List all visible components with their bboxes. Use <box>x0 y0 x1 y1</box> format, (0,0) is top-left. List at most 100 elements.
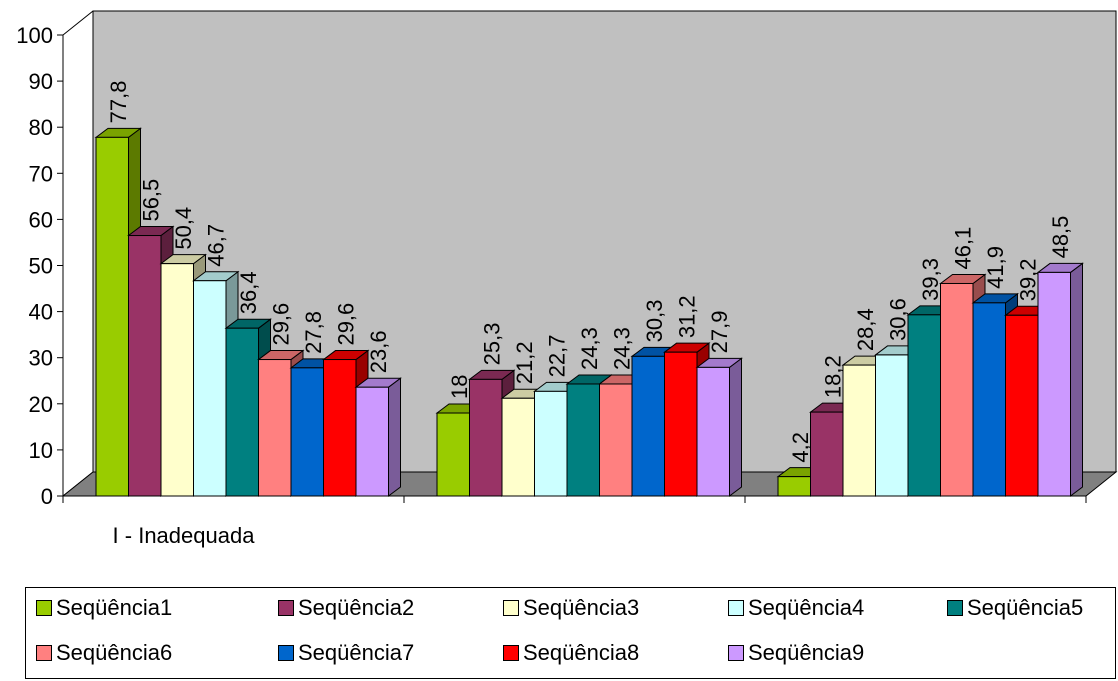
data-label: 18 <box>447 375 472 399</box>
data-label: 24,3 <box>610 327 635 370</box>
bar-front <box>436 412 470 497</box>
bar <box>1036 262 1084 497</box>
legend-swatch <box>728 600 744 616</box>
bar-front <box>323 359 357 497</box>
bar-side <box>388 377 401 497</box>
data-label: 25,3 <box>480 323 505 366</box>
y-tick-label: 10 <box>29 438 53 463</box>
bar <box>971 292 1019 497</box>
y-tick-label: 50 <box>29 254 53 279</box>
bar-front <box>160 263 194 497</box>
bar <box>663 342 711 497</box>
y-tick-label: 100 <box>16 23 53 48</box>
bar-front <box>258 359 292 497</box>
legend-item: Seqüência2 <box>278 595 414 621</box>
legend-label: Seqüência6 <box>56 640 173 665</box>
legend-swatch <box>728 645 744 661</box>
bar-front <box>566 383 600 497</box>
legend-item: Seqüência9 <box>728 640 864 666</box>
legend-swatch <box>503 600 519 616</box>
y-tick-label: 40 <box>29 300 53 325</box>
data-label: 48,5 <box>1048 216 1073 259</box>
bar-front <box>875 354 909 497</box>
bar-front <box>810 411 844 497</box>
data-label: 39,2 <box>1016 258 1041 301</box>
bar-front <box>631 355 665 497</box>
data-label: 27,8 <box>301 311 326 354</box>
bar-side <box>729 357 742 497</box>
legend-label: Seqüência4 <box>748 595 865 620</box>
data-label: 31,2 <box>675 295 700 338</box>
legend-label: Seqüência3 <box>523 595 640 620</box>
data-label: 23,6 <box>366 330 391 373</box>
bar-front <box>355 386 389 497</box>
bar-front <box>501 397 535 497</box>
bar-front <box>664 351 698 497</box>
y-tick-label: 0 <box>41 484 53 509</box>
data-label: 46,7 <box>204 224 229 267</box>
data-label: 29,6 <box>269 303 294 346</box>
legend-item: Seqüência4 <box>728 595 864 621</box>
bar-front <box>777 476 811 497</box>
bar-front <box>225 327 259 497</box>
legend-item: Seqüência6 <box>36 640 172 666</box>
y-tick-label: 80 <box>29 115 53 140</box>
y-tick-label: 70 <box>29 161 53 186</box>
bar-front <box>534 390 568 497</box>
legend-item: Seqüência5 <box>947 595 1083 621</box>
legend-label: Seqüência8 <box>523 640 640 665</box>
legend-label: Seqüência1 <box>56 595 173 620</box>
data-label: 41,9 <box>983 246 1008 289</box>
legend-item: Seqüência8 <box>503 640 639 666</box>
bar-front <box>907 314 941 497</box>
data-label: 56,5 <box>139 179 164 222</box>
y-tick-label: 20 <box>29 392 53 417</box>
bar <box>354 377 402 497</box>
wall-edge <box>62 10 94 36</box>
y-tick-label: 90 <box>29 69 53 94</box>
bar-front <box>940 282 974 497</box>
data-label: 24,3 <box>577 327 602 370</box>
data-label: 18,2 <box>821 355 846 398</box>
legend-label: Seqüência2 <box>298 595 415 620</box>
bar-front <box>95 136 129 497</box>
legend-label: Seqüência7 <box>298 640 415 665</box>
data-label: 77,8 <box>106 81 131 124</box>
data-labels: 77,8 56,5 50,4 46,7 36,4 29,6 27,8 29,6 23,6 18 25… <box>106 81 1073 463</box>
y-tick-label: 30 <box>29 346 53 371</box>
data-label: 21,2 <box>512 341 537 384</box>
data-label: 22,7 <box>545 335 570 378</box>
bar-front <box>469 378 503 497</box>
bar-front <box>1037 271 1071 497</box>
bar-front <box>696 366 730 497</box>
data-label: 39,3 <box>918 258 943 301</box>
legend-label: Seqüência9 <box>748 640 865 665</box>
bar-front <box>193 280 227 497</box>
legend-swatch <box>947 600 963 616</box>
chart-plot: 0 10 20 30 40 50 60 70 80 90 100 I - Inadequada 77,8… <box>16 10 1118 548</box>
data-label: 30,3 <box>642 299 667 342</box>
legend-swatch <box>36 645 52 661</box>
legend-swatch <box>278 645 294 661</box>
data-label: 27,9 <box>707 311 732 354</box>
bar-front <box>972 302 1006 497</box>
chart-legend: Seqüência1 Seqüência2 Seqüência3 Seqüência4… <box>25 587 1116 679</box>
bar <box>695 357 743 497</box>
bar-front <box>842 364 876 497</box>
bar-front <box>599 383 633 497</box>
data-label: 46,1 <box>951 227 976 270</box>
legend-item: Seqüência3 <box>503 595 639 621</box>
bar-front <box>128 235 162 497</box>
legend-item: Seqüência1 <box>36 595 172 621</box>
legend-label: Seqüência5 <box>967 595 1084 620</box>
bar-side <box>1070 262 1083 497</box>
bar-front <box>290 367 324 497</box>
data-label: 36,4 <box>236 271 261 314</box>
data-label: 4,2 <box>788 432 813 463</box>
data-label: 28,4 <box>853 308 878 351</box>
data-label: 50,4 <box>171 207 196 250</box>
legend-swatch <box>503 645 519 661</box>
bar-front <box>1005 314 1039 497</box>
bars <box>94 127 1084 497</box>
